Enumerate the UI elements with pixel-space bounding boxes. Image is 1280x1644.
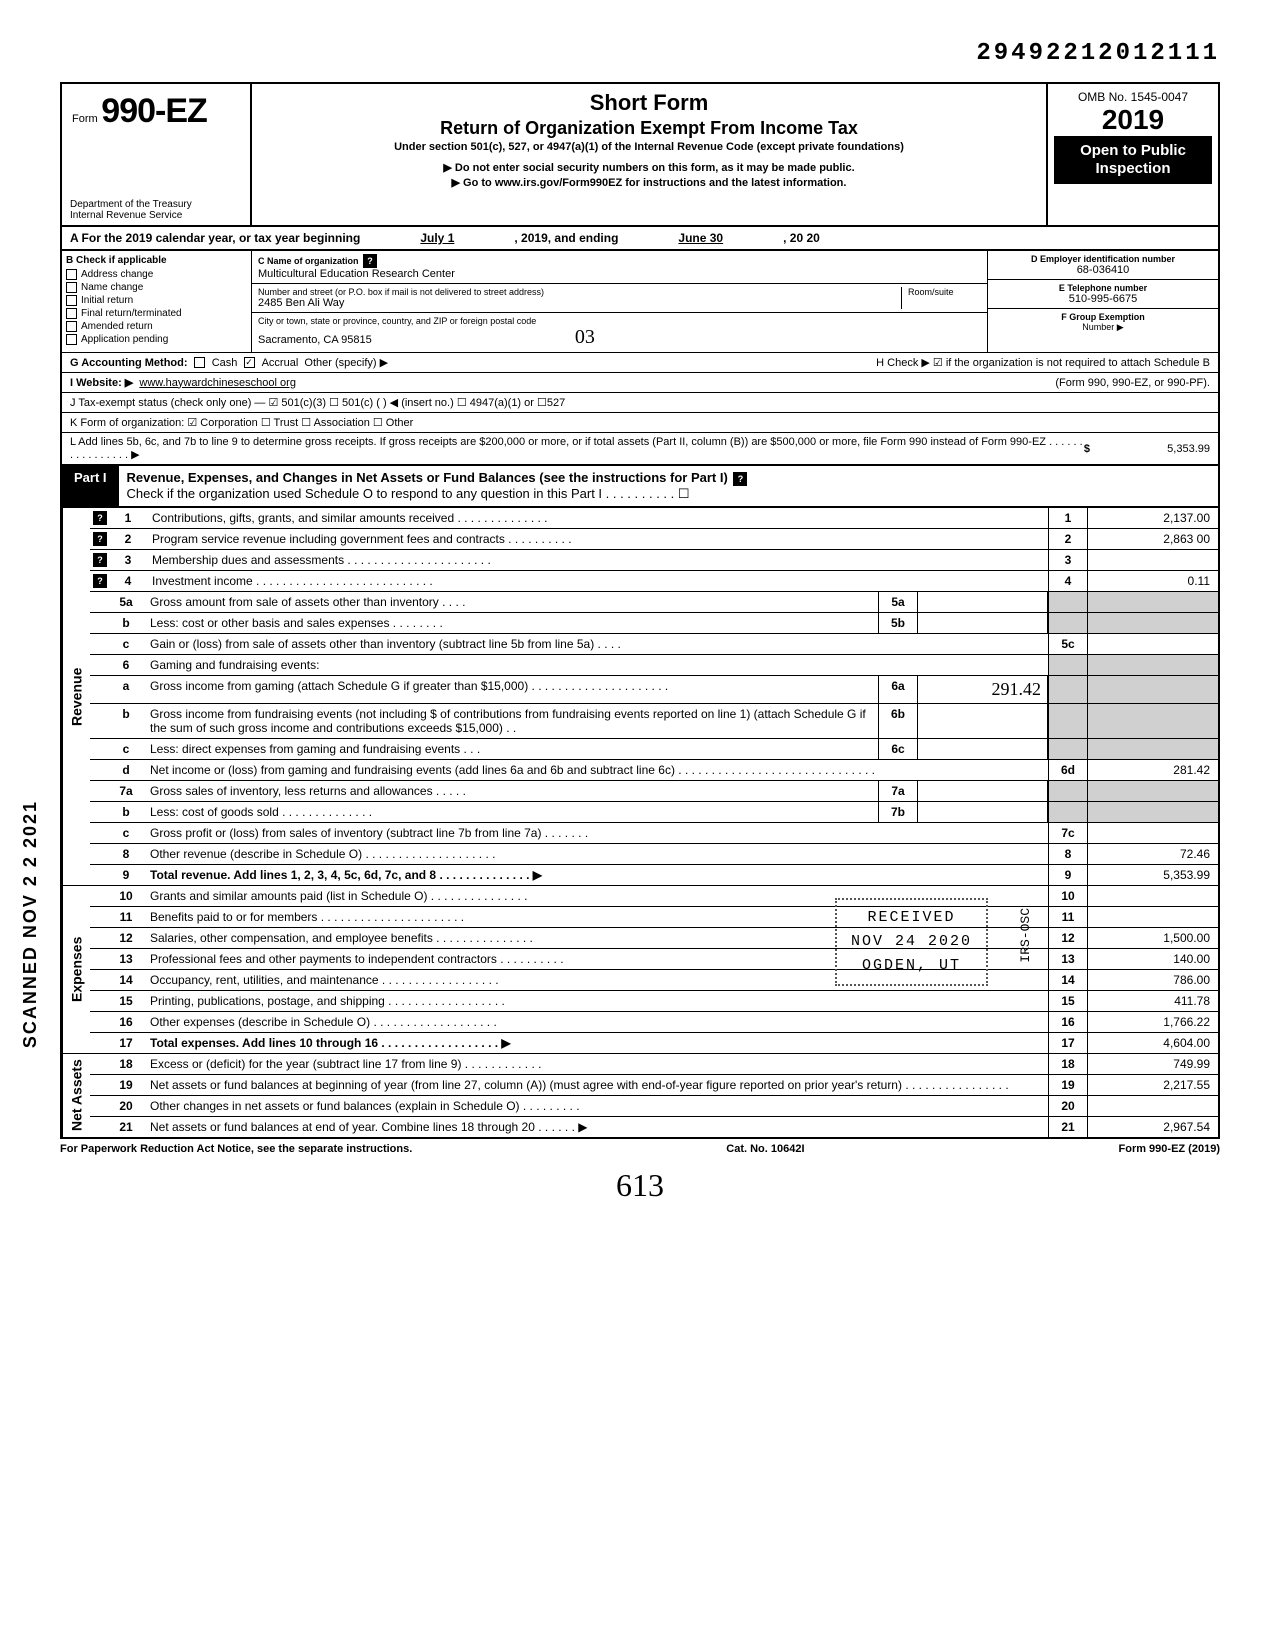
cb-name-change[interactable]: Name change (66, 282, 247, 293)
line-3-value (1088, 550, 1218, 570)
row-h-schedule-b: H Check ▶ ☑ if the organization is not r… (876, 356, 1210, 369)
row-g-accounting: G Accounting Method: Cash ✓ Accrual Othe… (60, 352, 1220, 372)
row-a-tax-year: A For the 2019 calendar year, or tax yea… (60, 227, 1220, 251)
org-name: Multicultural Education Research Center (258, 268, 455, 280)
row-i-website: I Website: ▶ www.haywardchineseschool or… (60, 372, 1220, 392)
cb-accrual[interactable]: ✓ (244, 357, 255, 368)
line-18-value: 749.99 (1088, 1054, 1218, 1074)
form-footer-id: Form 990-EZ (2019) (1119, 1143, 1220, 1155)
omb-number: OMB No. 1545-0047 (1054, 90, 1212, 104)
part-1-table: RECEIVED NOV 24 2020 OGDEN, UT IRS-OSC R… (60, 508, 1220, 1139)
net-assets-label: Net Assets (62, 1054, 90, 1137)
handwritten-03: 03 (575, 326, 595, 348)
line-11-value (1088, 907, 1218, 927)
row-k-form-org: K Form of organization: ☑ Corporation ☐ … (60, 412, 1220, 432)
line-20-value (1088, 1096, 1218, 1116)
revenue-label: Revenue (62, 508, 90, 885)
end-month: June 30 (678, 231, 723, 245)
help-icon[interactable]: ? (93, 511, 107, 525)
help-icon[interactable]: ? (93, 553, 107, 567)
row-j-tax-exempt: J Tax-exempt status (check only one) — ☑… (60, 392, 1220, 412)
ein: 68-036410 (994, 264, 1212, 276)
page-footer: For Paperwork Reduction Act Notice, see … (60, 1139, 1220, 1159)
line-10-value (1088, 886, 1218, 906)
instructions-link: ▶ Go to www.irs.gov/Form990EZ for instru… (262, 176, 1036, 189)
line-16-value: 1,766.22 (1088, 1012, 1218, 1032)
form-number: 990-EZ (101, 92, 207, 130)
return-title: Return of Organization Exempt From Incom… (262, 118, 1036, 139)
instructions-center (252, 195, 1048, 225)
line-15-value: 411.78 (1088, 991, 1218, 1011)
help-icon[interactable]: ? (93, 532, 107, 546)
short-form-title: Short Form (262, 90, 1036, 116)
line-5c-value (1088, 634, 1218, 654)
subtitle: Under section 501(c), 527, or 4947(a)(1)… (262, 141, 1036, 153)
form-number-box: Form 990-EZ (62, 84, 252, 195)
line-17-total-expenses: 4,604.00 (1088, 1033, 1218, 1053)
line-14-value: 786.00 (1088, 970, 1218, 990)
org-info-grid: B Check if applicable Address change Nam… (60, 251, 1220, 352)
line-4-value: 0.11 (1088, 571, 1218, 591)
cb-cash[interactable] (194, 357, 205, 368)
cb-address-change[interactable]: Address change (66, 269, 247, 280)
row-l-gross-receipts: L Add lines 5b, 6c, and 7b to line 9 to … (60, 432, 1220, 465)
cb-final-return[interactable]: Final return/terminated (66, 308, 247, 319)
cb-initial-return[interactable]: Initial return (66, 295, 247, 306)
line-21-value: 2,967.54 (1088, 1117, 1218, 1137)
col-b-checkboxes: B Check if applicable Address change Nam… (62, 251, 252, 352)
handwritten-note: 613 (60, 1167, 1220, 1204)
cb-application-pending[interactable]: Application pending (66, 334, 247, 345)
city-state-zip: Sacramento, CA 95815 03 (258, 326, 595, 349)
col-d-e-f: D Employer identification number 68-0364… (988, 251, 1218, 352)
help-icon[interactable]: ? (363, 254, 377, 268)
line-19-value: 2,217.55 (1088, 1075, 1218, 1095)
website-url: www.haywardchineseschool org (139, 377, 296, 389)
col-c-org-info: C Name of organization ? Multicultural E… (252, 251, 988, 352)
line-12-value: 1,500.00 (1088, 928, 1218, 948)
gross-receipts-total: 5,353.99 (1090, 443, 1210, 455)
form-title-box: Short Form Return of Organization Exempt… (252, 84, 1048, 195)
part-1-title: Revenue, Expenses, and Changes in Net As… (119, 466, 1218, 506)
paperwork-notice: For Paperwork Reduction Act Notice, see … (60, 1143, 412, 1155)
line-9-total-revenue: 5,353.99 (1088, 865, 1218, 885)
col-b-header: B Check if applicable (66, 255, 247, 266)
irs-osc-stamp: IRS-OSC (1018, 908, 1033, 963)
part-1-label: Part I (62, 466, 119, 506)
help-icon[interactable]: ? (733, 472, 747, 486)
form-prefix: Form (72, 113, 98, 125)
part-1-header: Part I Revenue, Expenses, and Changes in… (60, 465, 1220, 508)
dept-treasury: Department of the Treasury Internal Reve… (62, 195, 252, 225)
warning-ssn: ▶ Do not enter social security numbers o… (262, 161, 1036, 174)
catalog-number: Cat. No. 10642I (726, 1143, 804, 1155)
line-1-value: 2,137.00 (1088, 508, 1218, 528)
telephone: 510-995-6675 (994, 293, 1212, 305)
received-stamp: RECEIVED NOV 24 2020 OGDEN, UT (835, 898, 988, 986)
street-address: 2485 Ben Ali Way (258, 297, 901, 309)
line-6d-value: 281.42 (1088, 760, 1218, 780)
line-7c-value (1088, 823, 1218, 843)
line-8-value: 72.46 (1088, 844, 1218, 864)
begin-date: July 1 (420, 231, 454, 245)
form-header: Form 990-EZ Short Form Return of Organiz… (60, 82, 1220, 195)
document-id: 29492212012111 (60, 40, 1220, 67)
line-6a-value: 291.42 (918, 676, 1048, 703)
dept-row: Department of the Treasury Internal Reve… (60, 195, 1220, 227)
cb-amended-return[interactable]: Amended return (66, 321, 247, 332)
tax-year: 2019 (1054, 104, 1212, 136)
open-to-public: Open to PublicInspection (1054, 136, 1212, 184)
help-icon[interactable]: ? (93, 574, 107, 588)
expenses-label: Expenses (62, 886, 90, 1053)
line-13-value: 140.00 (1088, 949, 1218, 969)
line-2-value: 2,863 00 (1088, 529, 1218, 549)
scanned-stamp: SCANNED NOV 2 2 2021 (20, 800, 41, 1048)
omb-year-box: OMB No. 1545-0047 2019 Open to PublicIns… (1048, 84, 1218, 195)
